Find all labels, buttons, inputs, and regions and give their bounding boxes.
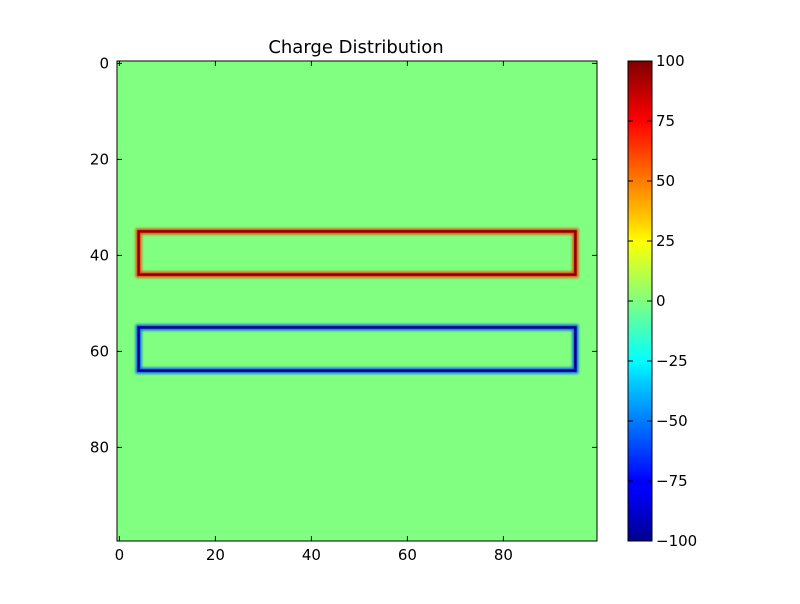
y-axis: 0 20 40 60 80 xyxy=(90,54,597,456)
y-tick-label: 60 xyxy=(90,342,109,360)
x-tick-label: 20 xyxy=(206,546,225,564)
colorbar-tick-label: 100 xyxy=(656,52,685,70)
colorbar-tick-label: 75 xyxy=(656,112,675,130)
charge-feature-positive xyxy=(137,230,577,276)
charge-feature-negative xyxy=(137,326,577,372)
plot-frame xyxy=(116,60,598,542)
colorbar-tick-label: −25 xyxy=(656,352,688,370)
colorbar-ticks: 100 75 50 25 0 −25 −50 −75 −100 xyxy=(628,52,697,550)
x-axis: 0 20 40 60 80 xyxy=(115,61,513,564)
colorbar-tick-label: 25 xyxy=(656,232,675,250)
y-tick-label: 80 xyxy=(90,438,109,456)
x-tick-label: 60 xyxy=(398,546,417,564)
heatmap-background xyxy=(117,61,597,541)
x-tick-label: 0 xyxy=(115,546,125,564)
heatmap-features xyxy=(135,228,579,374)
colorbar-tick-label: 50 xyxy=(656,172,675,190)
colorbar-tick-label: −100 xyxy=(656,532,697,550)
y-tick-label: 40 xyxy=(90,246,109,264)
y-tick-label: 0 xyxy=(99,54,109,72)
chart-title: Charge Distribution xyxy=(268,37,443,58)
y-tick-label: 20 xyxy=(90,150,109,168)
colorbar-tick-label: −75 xyxy=(656,472,688,490)
colorbar-tick-label: 0 xyxy=(656,292,666,310)
colorbar-tick-label: −50 xyxy=(656,412,688,430)
x-tick-label: 40 xyxy=(302,546,321,564)
x-tick-label: 80 xyxy=(494,546,513,564)
